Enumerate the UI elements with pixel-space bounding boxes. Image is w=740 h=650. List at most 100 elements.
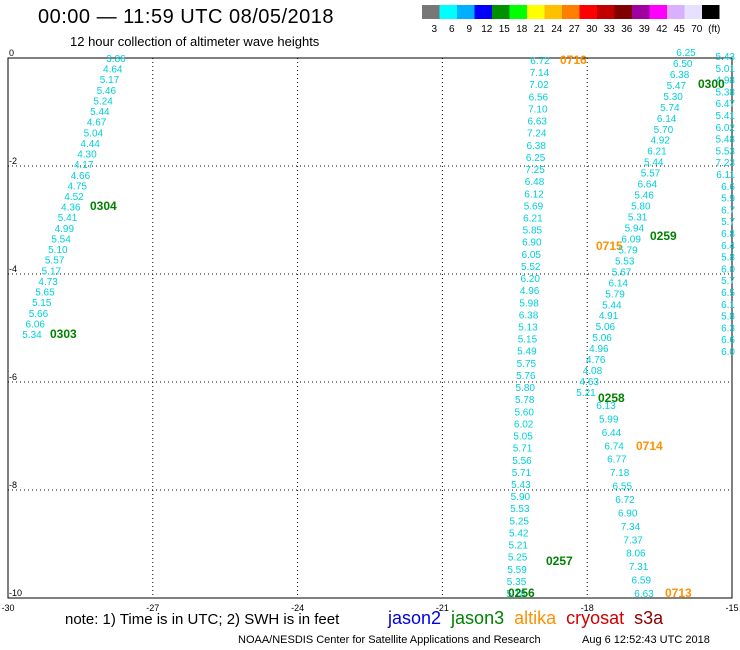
wave-height-value: 6.02 bbox=[514, 419, 534, 430]
legend-label: 27 bbox=[569, 24, 581, 35]
legend-label: 21 bbox=[534, 24, 546, 35]
legend-label: 45 bbox=[674, 24, 686, 35]
footer-note: note: 1) Time is in UTC; 2) SWH is in fe… bbox=[65, 611, 340, 628]
satellite-jason3: jason3 bbox=[451, 608, 505, 628]
wave-height-value: 5.30 bbox=[663, 92, 683, 103]
wave-height-value: 5.44 bbox=[90, 107, 110, 118]
wave-height-value: 5.75 bbox=[517, 359, 537, 370]
wave-height-value: 5.25 bbox=[510, 516, 530, 527]
y-tick-label: -10 bbox=[9, 588, 22, 598]
wave-height-value: 5.53 bbox=[510, 504, 530, 515]
wave-height-value: 7.34 bbox=[621, 522, 641, 533]
wave-height-value: 6.77 bbox=[607, 455, 627, 466]
wave-height-value: 6.11 bbox=[716, 170, 735, 181]
legend-label: 15 bbox=[499, 24, 511, 35]
wave-height-value: 4.44 bbox=[80, 139, 100, 150]
wave-height-value: 6.8 bbox=[721, 229, 735, 240]
map-title: 00:00 — 11:59 UTC 08/05/2018 bbox=[38, 6, 335, 28]
wave-height-value: 5.21 bbox=[508, 541, 528, 552]
map-subtitle: 12 hour collection of altimeter wave hei… bbox=[70, 34, 320, 49]
legend-swatch bbox=[474, 5, 492, 19]
wave-height-value: 5.8 bbox=[721, 312, 735, 323]
wave-height-value: 5.80 bbox=[631, 202, 651, 213]
plot-frame bbox=[7, 57, 733, 599]
wave-height-value: 6.21 bbox=[523, 213, 543, 224]
wave-height-value: 5.90 bbox=[511, 492, 531, 503]
wave-height-value: 4.99 bbox=[55, 224, 75, 235]
wave-height-value: 5.71 bbox=[513, 444, 533, 455]
pass-time-label: 0713 bbox=[665, 586, 692, 600]
wave-height-value: 7.02 bbox=[529, 80, 549, 91]
wave-height-value: 7.23 bbox=[716, 158, 736, 169]
legend-swatch bbox=[702, 5, 720, 19]
wave-height-value: 5.7 bbox=[721, 217, 735, 228]
wave-height-value: 6.1 bbox=[721, 300, 735, 311]
pass-time-label: 0258 bbox=[598, 391, 625, 405]
wave-height-value: 7.10 bbox=[528, 104, 548, 115]
legend-swatch bbox=[649, 5, 667, 19]
wave-height-value: 5.25 bbox=[508, 553, 528, 564]
wave-height-value: 4.67 bbox=[87, 118, 107, 129]
wave-height-value: 5.94 bbox=[625, 223, 645, 234]
wave-height-value: 5.98 bbox=[519, 298, 539, 309]
legend-swatch bbox=[527, 5, 545, 19]
wave-height-value: 5.43 bbox=[511, 480, 531, 491]
wave-height-value: 3.86 bbox=[106, 54, 126, 65]
legend-label: 3 bbox=[431, 24, 437, 35]
wave-height-value: 6.14 bbox=[609, 278, 629, 289]
wave-height-value: 6.74 bbox=[604, 441, 624, 452]
x-tick-label: -18 bbox=[581, 603, 594, 613]
wave-height-value: 5.04 bbox=[84, 128, 104, 139]
legend-swatch bbox=[597, 5, 615, 19]
wave-height-value: 6.25 bbox=[526, 153, 546, 164]
pass-time-label: 0304 bbox=[90, 199, 117, 213]
legend-swatch bbox=[492, 5, 510, 19]
wave-height-value: 5.79 bbox=[605, 289, 625, 300]
wave-height-value: 5.7 bbox=[721, 276, 735, 287]
legend-label: 42 bbox=[656, 24, 668, 35]
wave-height-value: 5.53 bbox=[716, 146, 736, 157]
legend-swatch bbox=[422, 5, 440, 19]
wave-height-value: 5.59 bbox=[507, 565, 527, 576]
wave-height-value: 6.64 bbox=[638, 180, 658, 191]
wave-height-value: 5.57 bbox=[641, 169, 661, 180]
legend-label: 33 bbox=[604, 24, 616, 35]
wave-height-value: 8.06 bbox=[626, 549, 646, 560]
wave-height-value: 5.10 bbox=[48, 245, 68, 256]
legend-swatch bbox=[509, 5, 527, 19]
legend-label: 18 bbox=[516, 24, 528, 35]
wave-height-value: 6.12 bbox=[524, 189, 544, 200]
wave-height-value: 5.44 bbox=[602, 300, 622, 311]
wave-height-value: 5.43 bbox=[716, 52, 736, 63]
wave-height-value: 6.55 bbox=[613, 482, 633, 493]
wave-height-value: 4.08 bbox=[583, 366, 603, 377]
wave-height-value: 6.48 bbox=[525, 177, 545, 188]
x-tick-label: -27 bbox=[146, 603, 159, 613]
wave-height-value: 4.75 bbox=[67, 181, 87, 192]
pass-time-label: 0259 bbox=[650, 229, 677, 243]
wave-height-value: 6.6 bbox=[721, 335, 735, 346]
legend-label: 9 bbox=[466, 24, 472, 35]
wave-height-value: 4.66 bbox=[71, 171, 91, 182]
wave-height-value: 5.48 bbox=[716, 135, 736, 146]
wave-height-value: 4.96 bbox=[520, 286, 540, 297]
wave-height-value: 5.78 bbox=[515, 395, 535, 406]
wave-height-value: 5.76 bbox=[516, 371, 536, 382]
wave-height-value: 6.5 bbox=[721, 288, 735, 299]
wave-height-value: 6.14 bbox=[657, 114, 677, 125]
legend-label: 6 bbox=[449, 24, 455, 35]
wave-height-value: 6.21 bbox=[647, 147, 667, 158]
satellite-cryosat: cryosat bbox=[566, 608, 625, 628]
wave-height-value: 5.35 bbox=[507, 577, 527, 588]
y-tick-label: -8 bbox=[9, 480, 17, 490]
wave-height-value: 5.57 bbox=[45, 256, 65, 267]
satellite-altika: altika bbox=[514, 608, 557, 628]
legend-swatch bbox=[544, 5, 562, 19]
wave-height-value: 5.53 bbox=[615, 256, 635, 267]
wave-height-value: 5.80 bbox=[516, 383, 536, 394]
wave-height-value: 5.56 bbox=[512, 456, 532, 467]
wave-height-value: 5.24 bbox=[93, 96, 113, 107]
wave-height-value: 5.52 bbox=[521, 262, 541, 273]
wave-height-value: 4.92 bbox=[650, 136, 670, 147]
wave-height-value: 6.44 bbox=[602, 428, 622, 439]
